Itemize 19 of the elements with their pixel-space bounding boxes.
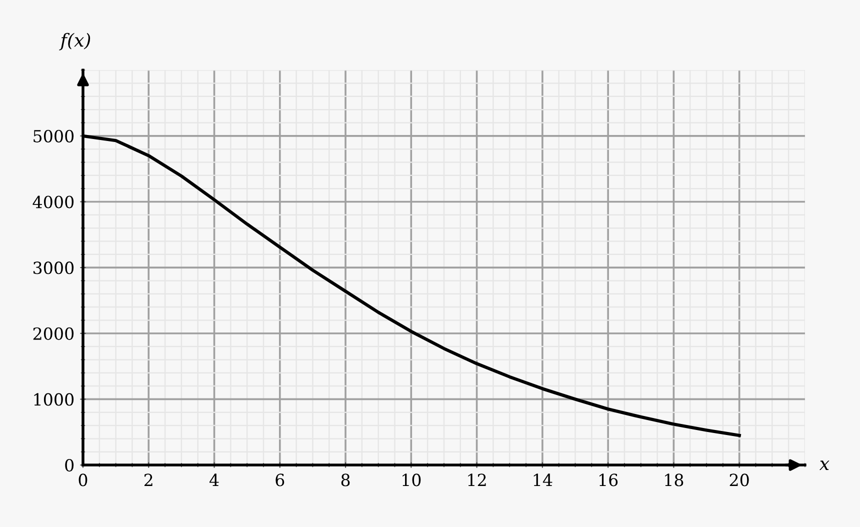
- y-tick-label: 4000: [32, 196, 74, 208]
- y-tick-label: 1000: [34, 393, 74, 406]
- x-tick-label: 0: [78, 474, 88, 486]
- x-tick-label: 2: [144, 474, 152, 486]
- x-tick-label: 4: [209, 474, 219, 486]
- y-tick-label: 0: [65, 458, 74, 472]
- x-tick-label: 20: [730, 474, 749, 486]
- x-axis-title: x: [819, 460, 830, 470]
- x-tick-label: 16: [599, 474, 618, 486]
- x-tick-label: 8: [341, 474, 350, 486]
- x-tick-label: 10: [402, 474, 421, 486]
- y-tick-label: 3000: [34, 262, 74, 274]
- x-tick-label: 6: [276, 474, 284, 486]
- x-tick-label: 14: [534, 474, 552, 486]
- y-tick-label: 2000: [33, 327, 74, 340]
- x-tick-label: 12: [468, 474, 486, 486]
- x-tick-label: 18: [665, 474, 684, 486]
- y-axis-title: f(x): [59, 32, 90, 50]
- y-tick-label: 5000: [34, 130, 74, 142]
